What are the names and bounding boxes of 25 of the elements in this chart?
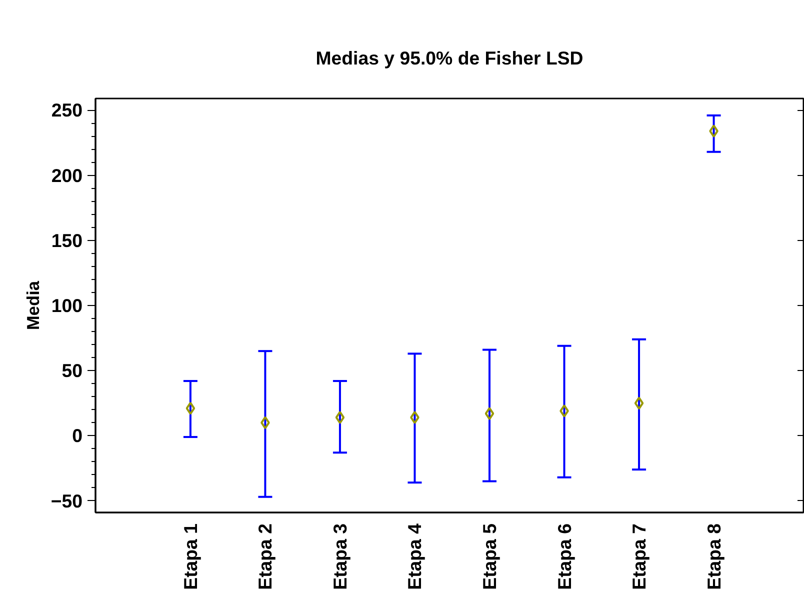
x-tick-label: Etapa 5 [479,523,500,590]
x-tick-label: Etapa 7 [628,523,650,590]
point [410,410,420,424]
x-tick-label: Etapa 8 [703,523,724,590]
point [560,404,569,418]
point [335,410,345,424]
y-tick-label: 50 [62,360,83,382]
chart-title: Medias y 95.0% de Fisher LSD [316,48,584,68]
y-axis-title: Media [22,280,43,330]
x-tick-label: Etapa 6 [554,523,575,590]
point [260,416,270,430]
x-tick-label: Etapa 1 [180,523,201,590]
x-tick-label: Etapa 4 [404,522,426,590]
point [709,124,718,138]
point [634,396,644,410]
x-tick-label: Etapa 2 [254,523,276,590]
y-tick-label: 250 [51,100,83,121]
y-tick-label: −50 [50,490,83,512]
y-tick-label: 0 [72,425,83,446]
y-tick-label: 150 [51,230,83,251]
point [484,407,494,420]
y-tick-label: 200 [51,164,83,186]
point [186,402,196,415]
x-tick-label: Etapa 3 [329,523,350,590]
y-tick-label: 100 [51,295,83,316]
